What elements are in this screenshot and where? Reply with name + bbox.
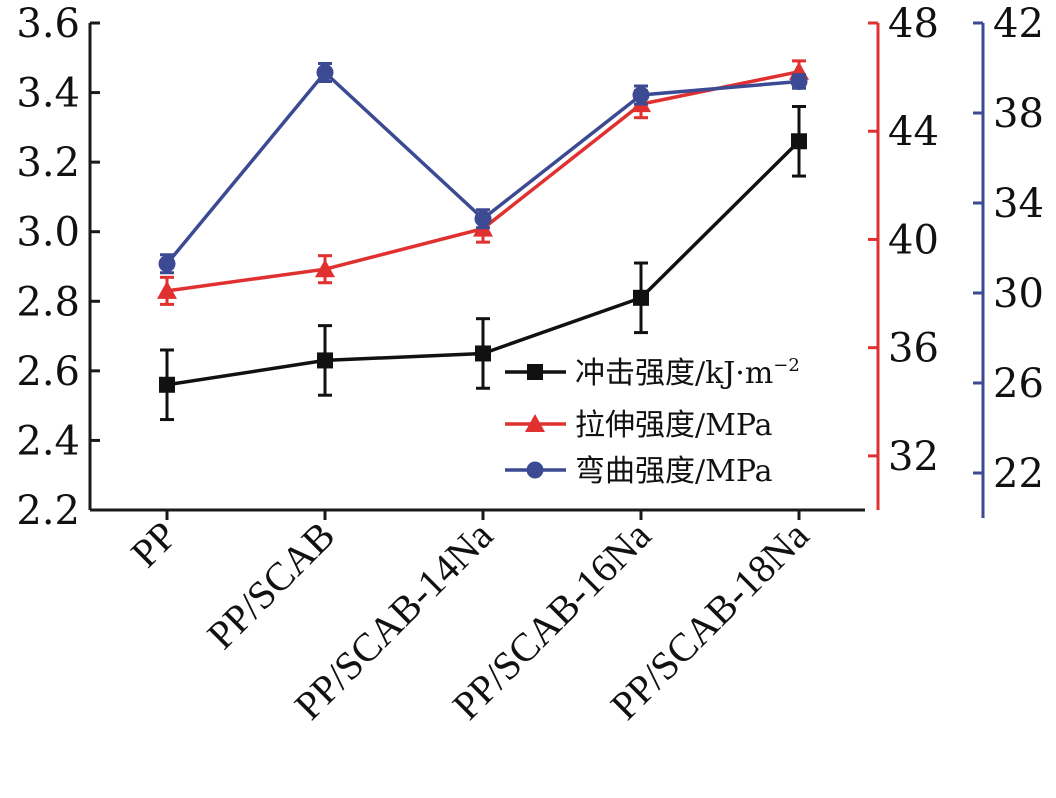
tick-label-left: 3.2 [16, 140, 80, 186]
x-tick-label: PP [122, 513, 185, 576]
legend-label-text: 弯曲强度/MPa [575, 454, 773, 489]
data-point [158, 255, 176, 273]
data-point [632, 86, 650, 104]
tick-label-left: 2.4 [16, 418, 80, 464]
tick-label-right2: 34 [993, 181, 1044, 227]
tick-label-right2: 30 [993, 271, 1044, 317]
data-point [474, 210, 492, 228]
tick-label-right1: 48 [888, 1, 939, 47]
tick-label-right1: 32 [888, 434, 939, 480]
tick-label-left: 3.0 [16, 210, 80, 256]
legend-label-text: 冲击强度/kJ·m [575, 356, 773, 391]
legend-marker [527, 364, 543, 380]
legend: 冲击强度/kJ·m−2 拉伸强度/MPa 弯曲强度/MPa [505, 355, 800, 489]
data-point [316, 64, 334, 81]
tick-label-left: 2.8 [16, 279, 80, 325]
tick-label-right1: 36 [888, 326, 939, 372]
tick-label-right2: 22 [993, 451, 1044, 497]
data-point [475, 345, 491, 362]
tick-label-left: 2.2 [16, 488, 80, 534]
legend-label-text: 拉伸强度/MPa [575, 408, 773, 443]
data-point [315, 259, 335, 278]
tick-label-right2: 42 [993, 1, 1044, 47]
legend-label: 拉伸强度/MPa [575, 408, 773, 443]
legend-marker [526, 461, 544, 479]
legend-label: 弯曲强度/MPa [575, 454, 773, 489]
series-layer [157, 59, 809, 422]
legend-label-superscript: −2 [773, 355, 800, 376]
tick-label-left: 2.6 [16, 349, 80, 395]
data-point [157, 280, 177, 299]
legend-marker [525, 414, 545, 432]
data-point [791, 133, 807, 150]
x-tick-label: PP/SCAB [198, 513, 343, 658]
tick-label-left: 3.6 [16, 1, 80, 47]
tick-label-right2: 26 [993, 361, 1044, 407]
tick-label-right1: 40 [888, 217, 939, 263]
tick-label-right1: 44 [888, 109, 939, 155]
series-line [166, 69, 800, 293]
tick-label-right2: 38 [993, 91, 1044, 137]
tick-label-left: 3.4 [16, 71, 80, 117]
data-point [633, 289, 649, 306]
data-point [159, 376, 175, 393]
data-point [790, 73, 808, 90]
legend-label: 冲击强度/kJ·m−2 [575, 355, 800, 391]
data-point [317, 352, 333, 369]
